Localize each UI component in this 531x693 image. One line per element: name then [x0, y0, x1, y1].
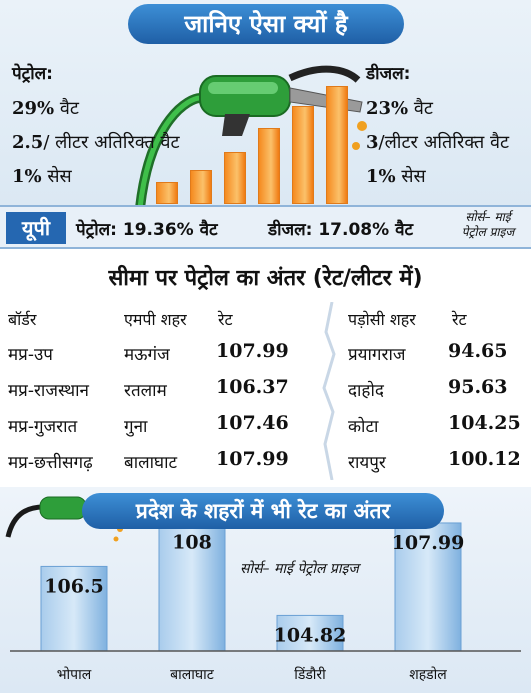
diesel-cess: 1% सेस: [366, 166, 426, 187]
diesel-extra-vat: 3/लीटर अतिरिक्त वैट: [366, 132, 510, 153]
header-neighbor-rate: रेट: [452, 310, 467, 329]
header-rate: रेट: [218, 310, 233, 329]
decorative-bar: [326, 86, 348, 204]
up-label: यूपी: [6, 212, 66, 244]
tax-info-section: जानिए ऐसा क्यों है पेट्रोल: 29% वैट 2.5/…: [0, 0, 531, 208]
petrol-extra-vat: 2.5/ लीटर अतिरिक्त वैट: [12, 132, 180, 153]
mp-rate: 106.37: [216, 376, 289, 398]
bar-3: [276, 614, 344, 652]
border-rate-section: सीमा पर पेट्रोल का अंतर (रेट/लीटर में) ब…: [0, 252, 531, 480]
mp-city: बालाघाट: [124, 453, 178, 473]
table-row: मप्र-गुजरात गुना 107.46 कोटा 104.25: [0, 412, 531, 448]
bar-value-label: 107.99: [392, 532, 465, 554]
decorative-bar: [292, 106, 314, 204]
neighbor-rate: 94.65: [448, 340, 508, 362]
category-label: बालाघाट: [170, 667, 215, 683]
bar-1: [40, 565, 108, 652]
mp-rate: 107.46: [216, 412, 289, 434]
up-diesel-vat: डीजल: 17.08% वैट: [268, 220, 414, 240]
neighbor-rate: 100.12: [448, 448, 521, 470]
up-petrol-vat: पेट्रोल: 19.36% वैट: [76, 220, 218, 240]
border-name: मप्र-छत्तीसगढ़: [8, 453, 93, 473]
petrol-vat: 29% वैट: [12, 98, 79, 119]
header-neighbor-city: पड़ोसी शहर: [348, 310, 416, 329]
bar-value-label: 108: [172, 532, 212, 554]
diesel-tax-info: डीजल: 23% वैट 3/लीटर अतिरिक्त वैट 1% सेस: [366, 64, 509, 187]
border-name: मप्र-राजस्थान: [8, 381, 89, 401]
petrol-heading: पेट्रोल:: [12, 64, 53, 84]
city-rate-chart: 106.5 भोपाल 108 बालाघाट 104.82 डिंडौरी 107.99 श…: [5, 496, 521, 683]
chart-source-note: सोर्स– माई पेट्रोल प्राइज: [240, 561, 359, 577]
border-title: सीमा पर पेट्रोल का अंतर (रेट/लीटर में): [108, 266, 423, 291]
decorative-bars: [150, 80, 360, 204]
neighbor-rate: 104.25: [448, 412, 521, 434]
neighbor-city: प्रयागराज: [348, 345, 406, 365]
neighbor-rate: 95.63: [448, 376, 508, 398]
category-label: शहडोल: [409, 666, 447, 683]
divider-crack: [322, 302, 336, 480]
table-row: मप्र-राजस्थान रतलाम 106.37 दाहोद 95.63: [0, 376, 531, 412]
bar-value-label: 106.5: [44, 575, 104, 597]
neighbor-city: दाहोद: [348, 381, 384, 401]
decorative-bar: [224, 152, 246, 204]
header-mp-city: एमपी शहर: [124, 310, 187, 329]
decorative-bar: [156, 182, 178, 204]
source-note: सोर्स– माई पेट्रोल प्राइज: [461, 210, 515, 239]
bar-value-label: 104.82: [274, 624, 347, 646]
up-tax-strip: यूपी पेट्रोल: 19.36% वैट डीजल: 17.08% वै…: [0, 205, 531, 249]
decorative-bar: [190, 170, 212, 204]
category-label: डिंडौरी: [294, 666, 326, 683]
border-name: मप्र-उप: [8, 345, 53, 365]
table-row: मप्र-उप मऊगंज 107.99 प्रयागराज 94.65: [0, 340, 531, 376]
mp-rate: 107.99: [216, 448, 289, 470]
petrol-cess: 1% सेस: [12, 166, 72, 187]
header-border: बॉर्डर: [8, 310, 37, 329]
neighbor-city: रायपुर: [348, 453, 386, 473]
neighbor-city: कोटा: [348, 417, 379, 437]
category-label: भोपाल: [57, 666, 92, 683]
border-name: मप्र-गुजरात: [8, 417, 78, 437]
mp-rate: 107.99: [216, 340, 289, 362]
mp-city: रतलाम: [124, 381, 167, 401]
chart-title: प्रदेश के शहरों में भी रेट का अंतर: [82, 493, 444, 529]
mp-city: गुना: [124, 417, 148, 437]
mp-city: मऊगंज: [124, 345, 170, 365]
table-row: मप्र-छत्तीसगढ़ बालाघाट 107.99 रायपुर 100.12: [0, 448, 531, 484]
section-title: जानिए ऐसा क्यों है: [128, 4, 404, 44]
diesel-heading: डीजल:: [366, 64, 411, 84]
petrol-tax-info: पेट्रोल: 29% वैट 2.5/ लीटर अतिरिक्त वैट …: [12, 64, 180, 187]
decorative-bar: [258, 128, 280, 204]
diesel-vat: 23% वैट: [366, 98, 433, 119]
bar-4: [394, 522, 462, 652]
city-rate-section: 106.5 भोपाल 108 बालाघाट 104.82 डिंडौरी 107.99 श…: [0, 487, 531, 693]
bar-2: [158, 522, 226, 652]
